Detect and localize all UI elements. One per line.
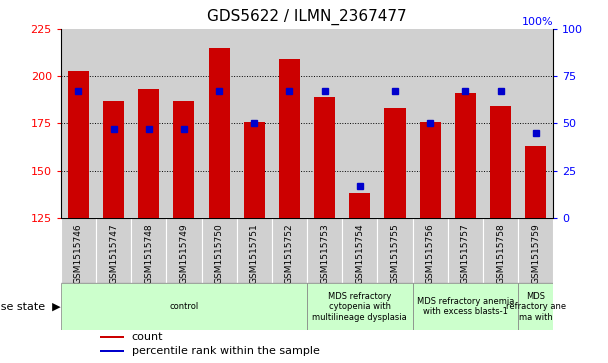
Bar <box>96 218 131 283</box>
Bar <box>525 146 546 218</box>
Bar <box>490 106 511 218</box>
Text: GSM1515748: GSM1515748 <box>144 223 153 284</box>
Text: 100%: 100% <box>522 17 553 27</box>
Bar <box>272 218 307 283</box>
Text: MDS refractory
cytopenia with
multilineage dysplasia: MDS refractory cytopenia with multilinea… <box>313 292 407 322</box>
Bar <box>447 218 483 283</box>
Bar <box>342 29 378 218</box>
Text: GSM1515749: GSM1515749 <box>179 223 188 284</box>
Text: GSM1515746: GSM1515746 <box>74 223 83 284</box>
Bar <box>455 93 476 218</box>
Bar <box>413 218 447 283</box>
Bar <box>349 193 370 218</box>
Text: disease state  ▶: disease state ▶ <box>0 302 61 312</box>
Bar <box>100 336 124 338</box>
Bar <box>342 218 378 283</box>
Bar <box>103 101 124 218</box>
Bar <box>420 122 441 218</box>
Bar <box>167 29 201 218</box>
Bar <box>413 283 518 330</box>
Bar <box>279 59 300 218</box>
Bar <box>307 218 342 283</box>
Text: GSM1515759: GSM1515759 <box>531 223 540 284</box>
Text: GSM1515753: GSM1515753 <box>320 223 329 284</box>
Bar <box>384 108 406 218</box>
Text: GSM1515747: GSM1515747 <box>109 223 118 284</box>
Text: MDS refractory anemia
with excess blasts-1: MDS refractory anemia with excess blasts… <box>416 297 514 317</box>
Bar <box>378 29 413 218</box>
Bar <box>68 70 89 218</box>
Bar <box>413 29 447 218</box>
Bar <box>131 29 167 218</box>
Bar <box>272 29 307 218</box>
Bar <box>61 29 96 218</box>
Bar <box>201 29 237 218</box>
Bar <box>201 218 237 283</box>
Text: MDS
refractory ane
ma with: MDS refractory ane ma with <box>506 292 566 322</box>
Bar <box>314 97 335 218</box>
Text: GSM1515750: GSM1515750 <box>215 223 224 284</box>
Text: GSM1515758: GSM1515758 <box>496 223 505 284</box>
Bar <box>518 283 553 330</box>
Bar <box>237 218 272 283</box>
Bar <box>307 29 342 218</box>
Bar <box>237 29 272 218</box>
Bar <box>100 350 124 352</box>
Text: control: control <box>169 302 199 311</box>
Bar <box>307 283 413 330</box>
Bar <box>61 218 96 283</box>
Bar <box>483 218 518 283</box>
Bar <box>209 48 230 218</box>
Text: GSM1515754: GSM1515754 <box>355 223 364 284</box>
Bar <box>138 89 159 218</box>
Bar <box>61 283 307 330</box>
Text: GSM1515751: GSM1515751 <box>250 223 259 284</box>
Text: GSM1515752: GSM1515752 <box>285 223 294 284</box>
Bar <box>167 218 201 283</box>
Bar <box>447 29 483 218</box>
Bar <box>378 218 413 283</box>
Text: GSM1515755: GSM1515755 <box>390 223 399 284</box>
Text: count: count <box>132 332 163 342</box>
Bar <box>244 122 265 218</box>
Bar <box>518 29 553 218</box>
Text: GSM1515757: GSM1515757 <box>461 223 470 284</box>
Text: percentile rank within the sample: percentile rank within the sample <box>132 346 320 356</box>
Bar <box>518 218 553 283</box>
Text: GSM1515756: GSM1515756 <box>426 223 435 284</box>
Title: GDS5622 / ILMN_2367477: GDS5622 / ILMN_2367477 <box>207 9 407 25</box>
Bar <box>173 101 195 218</box>
Bar <box>483 29 518 218</box>
Bar <box>96 29 131 218</box>
Bar <box>131 218 167 283</box>
